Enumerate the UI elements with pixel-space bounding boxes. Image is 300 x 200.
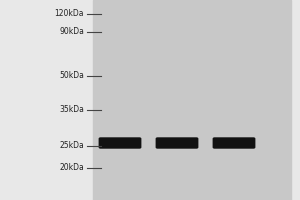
Text: 25kDa: 25kDa — [59, 142, 84, 150]
Bar — [93, 0, 291, 200]
Text: 20kDa: 20kDa — [59, 164, 84, 172]
Text: 90kDa: 90kDa — [59, 27, 84, 36]
Text: 120kDa: 120kDa — [55, 9, 84, 19]
FancyBboxPatch shape — [156, 138, 198, 148]
Text: 50kDa: 50kDa — [59, 72, 84, 80]
Text: 35kDa: 35kDa — [59, 106, 84, 114]
FancyBboxPatch shape — [99, 138, 141, 148]
FancyBboxPatch shape — [213, 138, 255, 148]
